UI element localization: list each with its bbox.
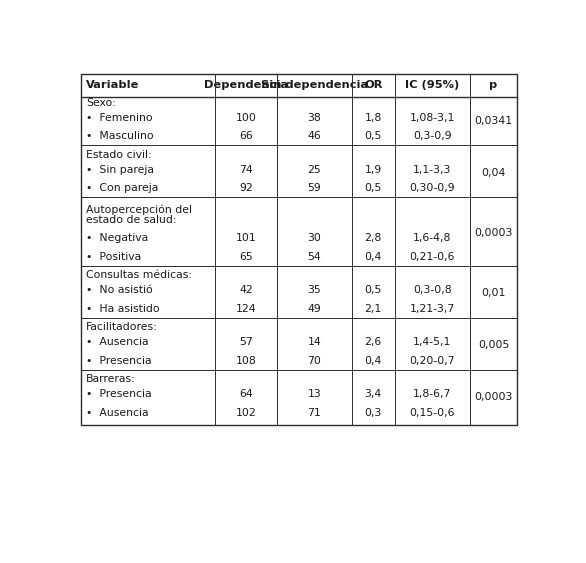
Text: Dependencia: Dependencia <box>204 81 288 90</box>
Text: 102: 102 <box>236 408 257 418</box>
Text: 0,4: 0,4 <box>364 252 382 262</box>
Text: 1,4-5,1: 1,4-5,1 <box>413 337 451 347</box>
Text: 2,6: 2,6 <box>364 337 382 347</box>
Text: Estado civil:: Estado civil: <box>86 150 152 160</box>
Text: •  No asistió: • No asistió <box>86 285 153 296</box>
Text: 124: 124 <box>236 303 256 314</box>
Text: 13: 13 <box>307 390 321 399</box>
Text: Consultas médicas:: Consultas médicas: <box>86 270 192 280</box>
Text: 70: 70 <box>307 356 321 365</box>
Text: 0,0003: 0,0003 <box>475 228 513 238</box>
Text: 1,1-3,3: 1,1-3,3 <box>413 165 451 175</box>
Text: 108: 108 <box>236 356 257 365</box>
Text: 46: 46 <box>307 131 321 141</box>
Text: 92: 92 <box>239 183 253 193</box>
Text: 0,5: 0,5 <box>364 131 382 141</box>
Text: 57: 57 <box>239 337 253 347</box>
Text: •  Con pareja: • Con pareja <box>86 183 158 193</box>
Text: 3,4: 3,4 <box>364 390 382 399</box>
Text: 1,8-6,7: 1,8-6,7 <box>413 390 451 399</box>
Text: 0,0341: 0,0341 <box>475 116 513 126</box>
Text: 59: 59 <box>307 183 321 193</box>
Text: Autopercepción del: Autopercepción del <box>86 204 192 215</box>
Text: •  Ha asistido: • Ha asistido <box>86 303 159 314</box>
Text: 66: 66 <box>239 131 253 141</box>
Text: •  Presencia: • Presencia <box>86 390 152 399</box>
Text: 74: 74 <box>239 165 253 175</box>
Text: 35: 35 <box>307 285 321 296</box>
Text: Sexo:: Sexo: <box>86 97 116 108</box>
Text: 101: 101 <box>236 233 257 243</box>
Text: 1,6-4,8: 1,6-4,8 <box>413 233 451 243</box>
Text: 49: 49 <box>307 303 321 314</box>
Text: 0,3: 0,3 <box>364 408 382 418</box>
Text: 1,21-3,7: 1,21-3,7 <box>410 303 455 314</box>
Text: •  Ausencia: • Ausencia <box>86 408 149 418</box>
Text: 1,9: 1,9 <box>364 165 382 175</box>
Text: 0,3-0,8: 0,3-0,8 <box>413 285 452 296</box>
Text: 2,1: 2,1 <box>364 303 382 314</box>
Text: 0,15-0,6: 0,15-0,6 <box>410 408 455 418</box>
Text: •  Positiva: • Positiva <box>86 252 141 262</box>
Bar <box>81 74 517 425</box>
Text: 38: 38 <box>307 113 321 123</box>
Text: 0,0003: 0,0003 <box>475 392 513 403</box>
Text: 1,08-3,1: 1,08-3,1 <box>410 113 455 123</box>
Text: Variable: Variable <box>86 81 139 90</box>
Text: •  Femenino: • Femenino <box>86 113 152 123</box>
Text: 0,5: 0,5 <box>364 285 382 296</box>
Text: 1,8: 1,8 <box>364 113 382 123</box>
Text: 0,01: 0,01 <box>481 288 506 298</box>
Text: 2,8: 2,8 <box>364 233 382 243</box>
Text: 0,20-0,7: 0,20-0,7 <box>410 356 455 365</box>
Text: •  Negativa: • Negativa <box>86 233 148 243</box>
Text: •  Sin pareja: • Sin pareja <box>86 165 154 175</box>
Text: 0,3-0,9: 0,3-0,9 <box>413 131 452 141</box>
Text: OR: OR <box>364 81 383 90</box>
Text: 0,4: 0,4 <box>364 356 382 365</box>
Text: •  Masculino: • Masculino <box>86 131 154 141</box>
Text: 0,04: 0,04 <box>481 168 506 178</box>
Text: 64: 64 <box>239 390 253 399</box>
Text: 14: 14 <box>307 337 321 347</box>
Text: 65: 65 <box>239 252 253 262</box>
Text: IC (95%): IC (95%) <box>405 81 459 90</box>
Text: 0,21-0,6: 0,21-0,6 <box>410 252 455 262</box>
Text: 71: 71 <box>307 408 321 418</box>
Text: 25: 25 <box>307 165 321 175</box>
Text: •  Ausencia: • Ausencia <box>86 337 149 347</box>
Text: estado de salud:: estado de salud: <box>86 215 176 225</box>
Text: 54: 54 <box>307 252 321 262</box>
Text: •  Presencia: • Presencia <box>86 356 152 365</box>
Text: p: p <box>489 81 498 90</box>
Text: Sin dependencia: Sin dependencia <box>261 81 368 90</box>
Text: Facilitadores:: Facilitadores: <box>86 322 158 332</box>
Text: 100: 100 <box>236 113 257 123</box>
Text: 0,30-0,9: 0,30-0,9 <box>410 183 455 193</box>
Text: 42: 42 <box>239 285 253 296</box>
Text: 0,005: 0,005 <box>478 341 509 350</box>
Text: 30: 30 <box>307 233 321 243</box>
Text: Barreras:: Barreras: <box>86 374 136 385</box>
Text: 0,5: 0,5 <box>364 183 382 193</box>
